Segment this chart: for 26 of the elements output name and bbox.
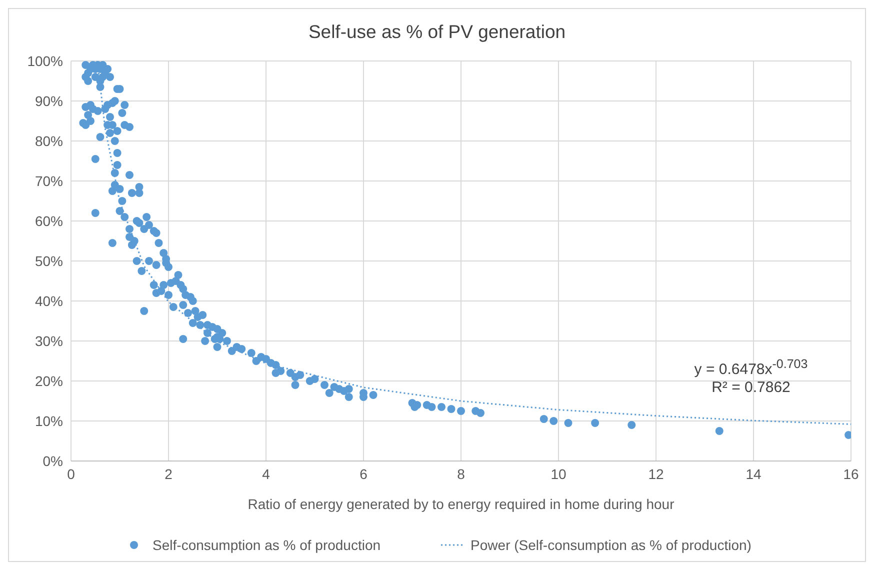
x-tick-label: 8 — [457, 466, 466, 482]
x-tick-label: 4 — [262, 466, 270, 482]
chart-title: Self-use as % of PV generation — [307, 20, 567, 44]
legend-label: Self-consumption as % of production — [152, 537, 381, 553]
x-tick-label: 12 — [648, 466, 664, 482]
y-tick-label: 60% — [34, 212, 63, 229]
y-tick-label: 70% — [34, 172, 63, 189]
y-tick-label: 20% — [34, 372, 63, 389]
y-tick-label: 100% — [27, 52, 63, 69]
legend-label: Power (Self-consumption as % of production) — [470, 537, 752, 553]
x-tick-label: 6 — [360, 466, 368, 482]
x-tick-label: 16 — [843, 466, 859, 482]
y-tick-label: 90% — [34, 92, 63, 109]
annotation: R² = 0.7862 — [712, 379, 790, 396]
y-tick-label: 10% — [34, 412, 63, 429]
annotation: y = 0.6478x$^{-0.703}$ — [694, 357, 808, 378]
y-tick-label: 80% — [34, 132, 63, 149]
y-tick-label: 50% — [34, 252, 63, 269]
x-tick-label: 14 — [746, 466, 762, 482]
x-tick-label: 2 — [164, 466, 173, 482]
x-tick-label: 10 — [550, 466, 566, 482]
y-tick-label: 0% — [42, 452, 63, 469]
x-tick-label: 0 — [67, 466, 76, 482]
y-tick-label: 40% — [34, 292, 63, 309]
x-axis-title: Ratio of energy generated by to energy required in home during hour — [248, 496, 675, 512]
y-tick-label: 30% — [34, 332, 63, 349]
